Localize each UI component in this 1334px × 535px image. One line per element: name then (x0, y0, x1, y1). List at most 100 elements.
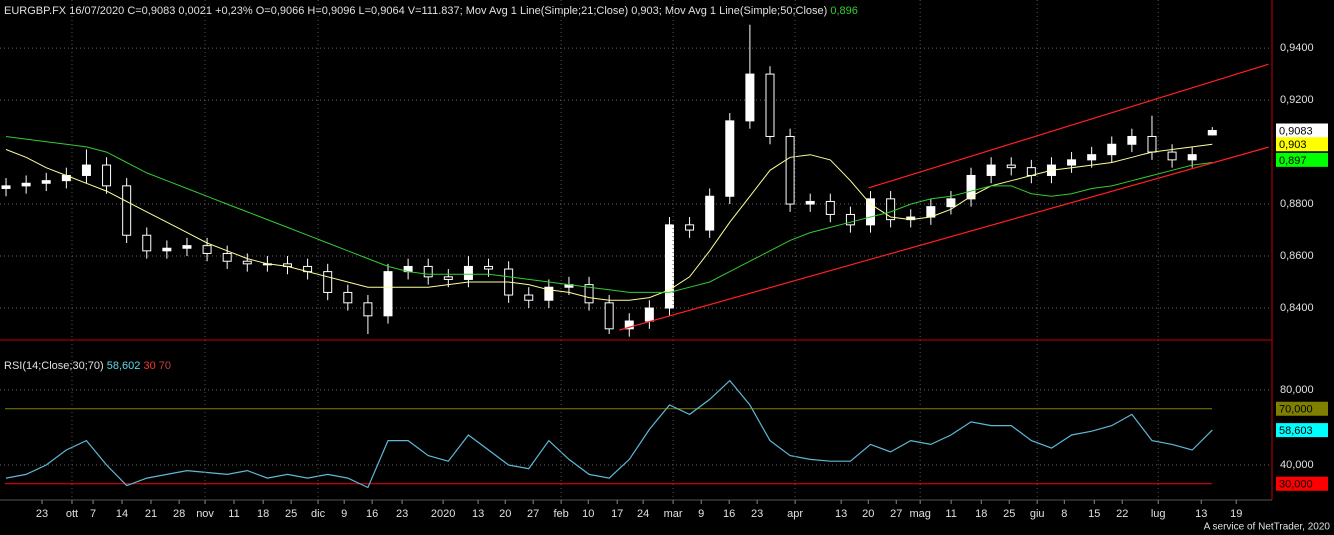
y-tick-label: 80,000 (1280, 384, 1314, 396)
y-tick-label: 0,8600 (1280, 250, 1314, 262)
candle-body (966, 174, 976, 200)
moving-average (5, 143, 1213, 301)
candle-body (363, 302, 373, 317)
candle-body (1, 185, 11, 189)
x-tick-label: dic (311, 508, 326, 520)
x-tick-label: 17 (611, 508, 623, 520)
candle-body (685, 224, 695, 231)
candle-body (202, 245, 212, 254)
x-tick-label: 13 (1195, 508, 1207, 520)
x-tick-label: nov (196, 508, 214, 520)
candle-body (383, 271, 393, 317)
x-tick-label: 27 (527, 508, 539, 520)
price-marker (1276, 137, 1328, 152)
x-tick-label: 16 (723, 508, 735, 520)
rsi-title-value: 58,602 (107, 360, 141, 372)
price-marker-label: 0,897 (1279, 155, 1307, 167)
rsi-title-value: 30 (143, 360, 155, 372)
x-tick-label: giu (1030, 508, 1045, 520)
price-marker (1276, 423, 1328, 438)
candle-body (745, 73, 755, 122)
title-text: EURGBP.FX 16/07/2020 C=0,9083 0,0021 +0,… (4, 5, 827, 17)
x-tick-label: 25 (285, 508, 297, 520)
x-tick-label: 9 (698, 508, 704, 520)
y-tick-label: 0,8400 (1280, 302, 1314, 314)
trend-line (868, 63, 1269, 189)
candle-body (524, 294, 534, 301)
x-tick-label: 21 (145, 508, 157, 520)
x-tick-label: feb (553, 508, 568, 520)
candle-body (463, 265, 473, 280)
candle-body (886, 198, 896, 221)
candle-body (624, 320, 634, 330)
price-marker-label: 0,9083 (1279, 125, 1313, 137)
candle-body (785, 135, 795, 205)
candle-body (102, 164, 112, 187)
candle-body (222, 252, 232, 262)
candle-body (21, 182, 31, 187)
candle-body (544, 286, 554, 301)
candle-body (946, 198, 956, 208)
x-tick-label: 15 (1088, 508, 1100, 520)
candle-body (664, 224, 674, 309)
candle-body (986, 164, 996, 176)
y-tick-label: 0,9200 (1280, 94, 1314, 106)
candle-body (81, 164, 91, 176)
level-marker (1276, 401, 1328, 416)
moving-average (5, 136, 1213, 293)
candle-body (343, 291, 353, 304)
x-tick-label: 18 (975, 508, 987, 520)
x-tick-label: 8 (1061, 508, 1067, 520)
x-tick-label: 25 (1003, 508, 1015, 520)
rsi-title-text: RSI(14;Close;30;70) (4, 360, 104, 372)
x-tick-label: 28 (173, 508, 185, 520)
x-tick-label: mag (909, 508, 930, 520)
candle-body (604, 302, 614, 330)
candle-body (323, 271, 333, 293)
candle-body (825, 200, 835, 215)
trend-line (619, 146, 1269, 331)
candle-body (182, 245, 192, 249)
candle-body (162, 247, 172, 252)
x-tick-label: 13 (472, 508, 484, 520)
x-tick-label: 11 (228, 508, 239, 520)
candle-body (1107, 143, 1117, 156)
price-marker-label: 0,903 (1279, 139, 1307, 151)
x-tick-label: 27 (890, 508, 902, 520)
candle-body (805, 200, 815, 205)
x-tick-label: 2020 (431, 508, 455, 520)
candle-body (484, 265, 494, 270)
x-tick-label: 23 (36, 508, 48, 520)
x-tick-label: apr (787, 508, 803, 520)
candle-body (41, 180, 51, 184)
x-tick-label: 19 (1230, 508, 1242, 520)
rsi-title: RSI(14;Close;30;70) 58,602 30 70 (4, 360, 171, 372)
x-tick-label: 10 (582, 508, 594, 520)
level-label: 30,000 (1279, 479, 1313, 491)
level-label: 70,000 (1279, 404, 1313, 416)
x-tick-label: 7 (90, 508, 96, 520)
chart-title: EURGBP.FX 16/07/2020 C=0,9083 0,0021 +0,… (4, 5, 858, 17)
candle-body (122, 185, 132, 236)
x-tick-label: 16 (366, 508, 378, 520)
candle-body (725, 120, 735, 197)
candle-body (584, 284, 594, 304)
candle-body (765, 73, 775, 137)
candle-body (242, 260, 252, 265)
price-marker (1276, 152, 1328, 167)
footer: A service of NetTrader, 2020 (1204, 522, 1331, 533)
y-tick-label: 40,000 (1280, 459, 1314, 471)
candle-body (845, 213, 855, 226)
candle-body (1127, 135, 1137, 145)
y-tick-label: 0,8800 (1280, 198, 1314, 210)
candle-body (1087, 154, 1097, 161)
candle-body (423, 265, 433, 278)
x-tick-label: mar (664, 508, 683, 520)
x-tick-label: 13 (835, 508, 847, 520)
rsi-line (5, 379, 1213, 489)
candle-body (142, 234, 152, 252)
price-marker (1276, 123, 1328, 138)
x-tick-label: 23 (396, 508, 408, 520)
x-tick-label: 20 (499, 508, 511, 520)
